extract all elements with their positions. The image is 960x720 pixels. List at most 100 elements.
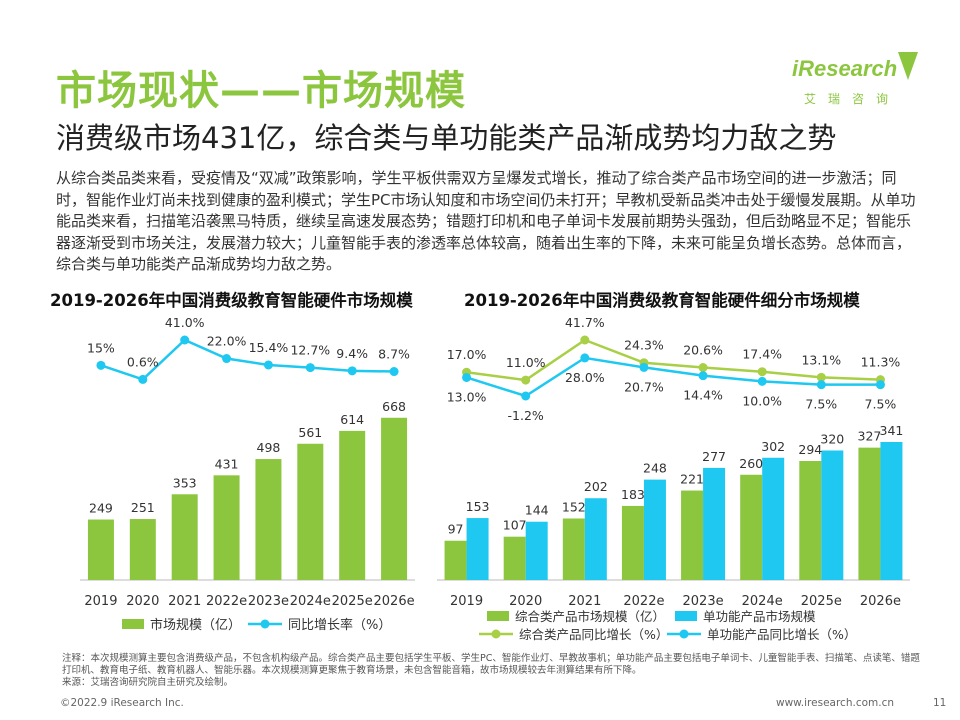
- chart1-growth-label: 9.4%: [336, 346, 368, 361]
- chart2-single-function-growth-label: 14.4%: [683, 388, 723, 403]
- page-title: 市场现状——市场规模: [56, 68, 466, 114]
- chart2-comprehensive-growth-label: 17.4%: [742, 347, 782, 362]
- chart2-x-tick: 2024e: [742, 594, 783, 609]
- footer-copyright: ©2022.9 iResearch Inc.: [60, 697, 184, 709]
- chart2-bar-single-function: [703, 467, 726, 580]
- chart1-legend-line-marker: [260, 619, 270, 629]
- chart2-bar-comprehensive: [562, 518, 585, 580]
- chart1-x-tick: 2020: [126, 594, 159, 609]
- chart2-comprehensive-growth-point: [816, 372, 826, 382]
- chart2-comprehensive-growth-point: [698, 363, 708, 373]
- chart2-comprehensive-growth-label: 17.0%: [447, 347, 487, 362]
- logo-subtext: 艾瑞咨询: [804, 92, 901, 106]
- chart2-bar-comprehensive: [621, 505, 644, 580]
- chart1-bar-label: 353: [173, 475, 197, 490]
- chart2-bar-label-comprehensive: 97: [448, 522, 464, 537]
- chart2-bar-label-single-function: 202: [584, 479, 608, 494]
- chart2-bar-label-comprehensive: 221: [680, 472, 704, 487]
- chart1-bar: [213, 475, 240, 580]
- chart2-bar-single-function: [525, 521, 548, 580]
- chart2-bar-label-comprehensive: 183: [621, 487, 645, 502]
- chart2-bar-single-function: [466, 518, 489, 580]
- chart2-comprehensive-growth-label: 24.3%: [624, 338, 664, 353]
- chart1-bar: [129, 519, 156, 580]
- chart2-single-function-growth-label: 7.5%: [805, 397, 837, 412]
- logo-shape: [790, 52, 918, 86]
- chart1-bar-label: 614: [340, 412, 364, 427]
- chart1-growth-label: 8.7%: [378, 347, 410, 362]
- chart1-growth-label: 0.6%: [127, 354, 159, 369]
- chart1-x-tick: 2026e: [374, 594, 415, 609]
- chart2-single-function-growth-point: [757, 376, 767, 386]
- chart1-legend-bar-swatch: [122, 619, 144, 629]
- chart2-x-tick: 2026e: [860, 594, 901, 609]
- chart1-bar: [255, 459, 282, 580]
- chart1-growth-point: [347, 366, 357, 376]
- chart2-comprehensive-growth-label: 13.1%: [801, 352, 841, 367]
- chart2-legend-single-bar-swatch: [675, 611, 697, 621]
- chart1-title: 2019-2026年中国消费级教育智能硬件市场规模: [50, 291, 413, 310]
- chart2-comprehensive-growth-label: 11.0%: [506, 355, 546, 370]
- chart2-single-function-growth-label: 13.0%: [447, 389, 487, 404]
- footnote-source: 来源：艾瑞咨询研究院自主研究及绘制。: [62, 677, 234, 688]
- chart1-growth-label: 41.0%: [165, 318, 205, 330]
- chart1-growth-point: [389, 367, 399, 377]
- chart1-bar-label: 431: [215, 456, 239, 471]
- chart2-single-function-growth-point: [462, 372, 472, 382]
- chart2-bar-single-function: [584, 498, 607, 580]
- chart2-single-function-growth-label: 10.0%: [742, 393, 782, 408]
- chart2-comprehensive-growth-point: [757, 367, 767, 377]
- chart1-legend-bar-label: 市场规模（亿）: [150, 617, 241, 633]
- chart1-x-tick: 2022e: [206, 594, 247, 609]
- chart2-bar-label-single-function: 320: [820, 431, 844, 446]
- chart2-bar-comprehensive: [681, 490, 704, 580]
- chart2-bar-label-comprehensive: 327: [858, 429, 882, 444]
- chart1-bar-label: 251: [131, 500, 155, 515]
- chart2-x-tick: 2019: [450, 594, 483, 609]
- chart2-single-function-growth-label: 7.5%: [865, 397, 897, 412]
- chart1-growth-point: [96, 360, 106, 370]
- chart2-bar-single-function: [880, 441, 903, 580]
- chart2-legend-single-bar-label: 单功能产品市场规模: [703, 609, 816, 624]
- chart1-x-tick: 2023e: [248, 594, 289, 609]
- chart1-x-tick: 2024e: [290, 594, 331, 609]
- chart2-comprehensive-growth-line: [466, 338, 881, 382]
- chart2-bar-label-single-function: 153: [466, 499, 490, 514]
- page-subtitle: 消费级市场431亿，综合类与单功能类产品渐成势均力敌之势: [56, 121, 837, 155]
- chart1-bar-label: 561: [298, 425, 322, 440]
- chart2-comprehensive-growth-point: [521, 375, 531, 385]
- chart2-bar-label-comprehensive: 107: [503, 518, 527, 533]
- body-paragraph: 从综合类品类来看，受疫情及“双减”政策影响，学生平板供需双方呈爆发式增长，推动了…: [56, 169, 916, 273]
- chart2-bar-comprehensive: [740, 474, 763, 580]
- chart1-growth-label: 15%: [87, 340, 115, 355]
- footnote-note: 注释：本次规模测算主要包含消费级产品，不包含机构级产品。综合类产品主要包括学生平…: [62, 653, 920, 676]
- chart2-legend-comprehensive-line-marker: [491, 629, 501, 639]
- chart1-growth-label: 12.7%: [290, 343, 330, 358]
- chart2-bar-label-comprehensive: 260: [739, 456, 763, 471]
- chart2-bar-label-single-function: 144: [525, 503, 549, 518]
- chart2-single-function-growth-label: 20.7%: [624, 379, 664, 394]
- chart2-bar-label-single-function: 302: [761, 439, 785, 454]
- chart1-bar: [339, 430, 366, 580]
- chart1-x-tick: 2025e: [332, 594, 373, 609]
- chart2-single-function-growth-point: [580, 353, 590, 363]
- chart2-bar-single-function: [762, 457, 785, 580]
- chart2-single-function-growth-point: [639, 362, 649, 372]
- chart2-legend-comprehensive-line-label: 综合类产品同比增长（%）: [519, 627, 668, 642]
- chart1-bar: [381, 417, 408, 580]
- chart1-growth-line: [100, 338, 395, 381]
- chart1-bar: [297, 443, 324, 580]
- chart2-bar-label-comprehensive: 294: [798, 442, 822, 457]
- chart2-bar-label-comprehensive: 152: [562, 499, 586, 514]
- chart1-legend-line-label: 同比增长率（%）: [288, 617, 391, 633]
- chart2-bar-label-single-function: 248: [643, 461, 667, 476]
- page-number: 11: [933, 697, 947, 709]
- chart2-single-function-growth-point: [875, 380, 885, 390]
- chart2-comprehensive-growth-label: 41.7%: [565, 318, 605, 330]
- chart1-growth-point: [180, 335, 190, 345]
- logo-text: iResearch: [792, 56, 898, 81]
- chart2-single-function-growth-label: 28.0%: [565, 370, 605, 385]
- chart2-legend-single-line-marker: [679, 629, 689, 639]
- chart2-bar-comprehensive: [858, 447, 881, 580]
